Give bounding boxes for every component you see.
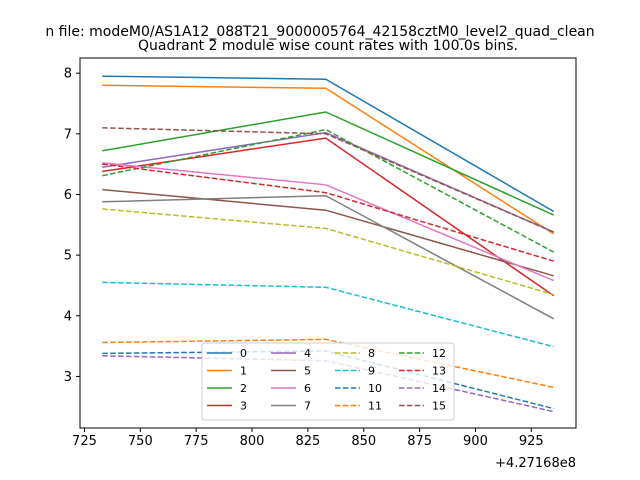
- y-axis: 3 4 5 6 7 8: [64, 67, 80, 385]
- series-line-13: [102, 163, 554, 262]
- legend-label-5: 5: [304, 365, 311, 378]
- legend-label-14: 14: [432, 382, 446, 395]
- x-offset-label: +4.27168e8: [495, 456, 576, 471]
- legend-label-7: 7: [304, 400, 311, 413]
- y-tick-label: 6: [64, 188, 72, 203]
- x-tick-label: 725: [72, 434, 97, 449]
- series-line-1: [102, 84, 555, 235]
- series-line-12: [102, 128, 555, 253]
- series-line-0: [102, 75, 555, 213]
- y-tick-label: 5: [64, 249, 72, 264]
- x-tick-label: 800: [240, 434, 265, 449]
- suptitle: n file: modeM0/AS1A12_088T21_9000005764_…: [45, 24, 594, 40]
- x-tick-label: 925: [519, 434, 544, 449]
- series-line-2: [102, 111, 555, 216]
- series-line-4: [102, 131, 555, 233]
- legend-label-8: 8: [368, 347, 375, 360]
- x-tick-label: 900: [463, 434, 488, 449]
- legend-label-11: 11: [368, 400, 382, 413]
- legend-label-10: 10: [368, 382, 382, 395]
- series-line-3: [102, 137, 555, 297]
- legend-label-0: 0: [240, 347, 247, 360]
- series-line-6: [102, 162, 554, 282]
- series-line-8: [102, 208, 554, 296]
- series-line-15: [102, 127, 554, 233]
- y-tick-label: 8: [64, 67, 72, 82]
- legend-label-3: 3: [240, 400, 247, 413]
- legend-label-13: 13: [432, 365, 446, 378]
- y-tick-label: 3: [64, 370, 72, 385]
- x-axis: 725 750 775 800 825 850 875 900 925: [72, 428, 544, 449]
- legend-label-4: 4: [304, 347, 311, 360]
- x-tick-label: 750: [128, 434, 153, 449]
- plot-frame: [79, 57, 577, 429]
- legend-label-1: 1: [240, 365, 247, 378]
- series-lines: [102, 75, 555, 413]
- legend-label-15: 15: [432, 400, 446, 413]
- series-line-7: [102, 194, 555, 320]
- x-tick-label: 850: [351, 434, 376, 449]
- y-tick-label: 4: [64, 309, 72, 324]
- x-tick-label: 875: [407, 434, 432, 449]
- legend-label-2: 2: [240, 382, 247, 395]
- series-line-5: [102, 188, 554, 277]
- legend-label-12: 12: [432, 347, 446, 360]
- x-tick-label: 775: [184, 434, 209, 449]
- legend-label-6: 6: [304, 382, 311, 395]
- x-tick-label: 825: [295, 434, 320, 449]
- series-line-11: [102, 338, 554, 389]
- legend-box: [201, 342, 455, 421]
- y-tick-label: 7: [64, 127, 72, 142]
- chart-title: Quadrant 2 module wise count rates with …: [138, 38, 518, 54]
- legend-label-9: 9: [368, 365, 375, 378]
- series-line-9: [102, 281, 554, 348]
